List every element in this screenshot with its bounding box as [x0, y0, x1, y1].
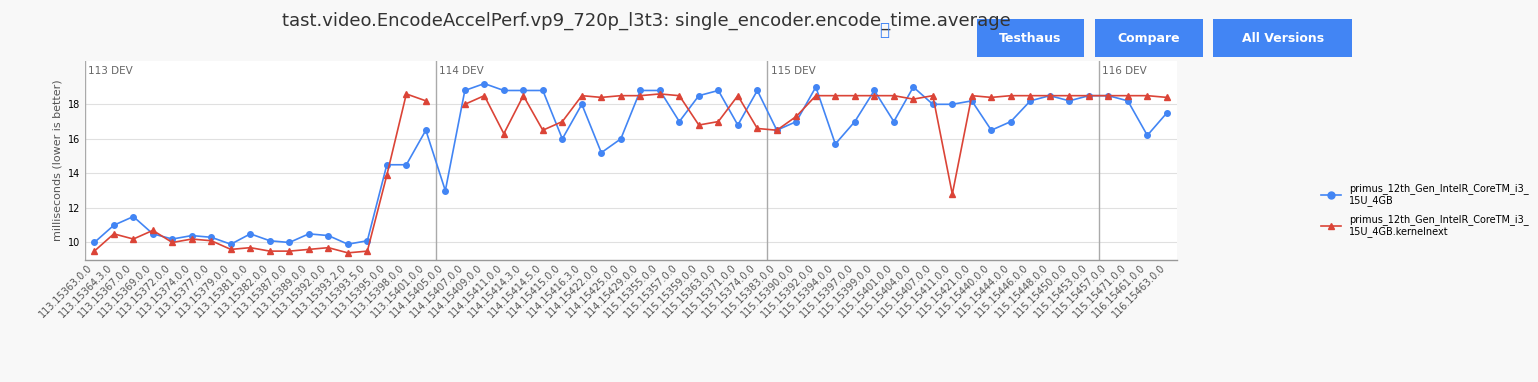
Text: 115 DEV: 115 DEV [771, 66, 815, 76]
Text: ⧉: ⧉ [880, 21, 889, 39]
Text: Testhaus: Testhaus [1000, 32, 1061, 45]
Text: 114 DEV: 114 DEV [440, 66, 484, 76]
Text: All Versions: All Versions [1241, 32, 1324, 45]
Text: 116 DEV: 116 DEV [1103, 66, 1147, 76]
Y-axis label: milliseconds (lower is better): milliseconds (lower is better) [52, 79, 63, 241]
Text: Compare: Compare [1118, 32, 1180, 45]
Text: 113 DEV: 113 DEV [89, 66, 134, 76]
Legend: primus_12th_Gen_IntelR_CoreTM_i3_
15U_4GB, primus_12th_Gen_IntelR_CoreTM_i3_
15U: primus_12th_Gen_IntelR_CoreTM_i3_ 15U_4G… [1317, 178, 1533, 242]
Text: tast.video.EncodeAccelPerf.vp9_720p_l3t3: single_encoder.encode_time.average: tast.video.EncodeAccelPerf.vp9_720p_l3t3… [281, 11, 1010, 30]
